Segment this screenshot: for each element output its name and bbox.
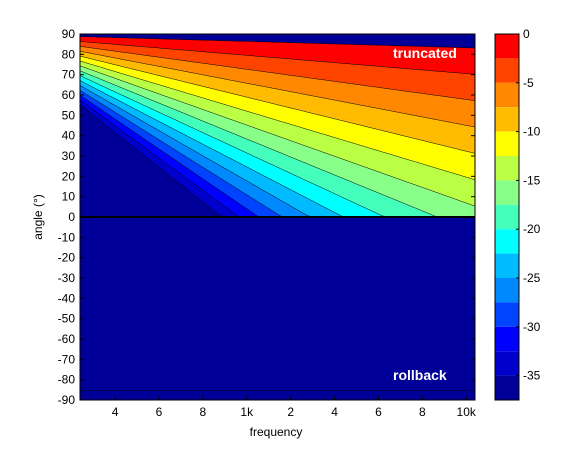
y-tick-label: 30 [62, 149, 76, 163]
colorbar-tick-label: -35 [523, 369, 541, 383]
x-axis: 4 6 8 1k 2 4 6 8 10k [112, 396, 477, 419]
colorbar-block [495, 58, 519, 83]
x-tick-label: 6 [156, 405, 163, 419]
colorbar-block [495, 131, 519, 156]
y-tick-label: -60 [58, 332, 76, 346]
colorbar-ticks: 0 -5 -10 -15 -20 -25 -30 -35 [516, 27, 541, 383]
contour-bands [80, 36, 475, 392]
x-tick-label: 1k [240, 405, 254, 419]
x-axis-label: frequency [250, 425, 303, 439]
y-tick-label: -40 [58, 291, 76, 305]
y-tick-label: 40 [62, 129, 76, 143]
colorbar-tick-label: -25 [523, 271, 541, 285]
y-tick-label: -70 [58, 352, 76, 366]
y-tick-label: 90 [62, 27, 76, 41]
colorbar-block [495, 34, 519, 59]
colorbar-block [495, 82, 519, 108]
colorbar-block [495, 351, 519, 376]
contour-band-bottom [80, 216, 475, 392]
colorbar-tick-label: -15 [523, 173, 541, 187]
x-tick-label: 2 [287, 405, 294, 419]
y-axis-label: angle (°) [31, 194, 45, 240]
x-tick-label: 10k [457, 405, 477, 419]
y-axis: 90 80 70 60 50 40 30 20 10 0 -10 -20 -30 -40 -50 -60 -70… [58, 27, 475, 407]
colorbar-block [495, 107, 519, 132]
y-tick-label: 10 [62, 190, 76, 204]
colorbar-block [495, 302, 519, 327]
y-tick-label: -80 [58, 373, 76, 387]
x-tick-label: 6 [375, 405, 382, 419]
x-tick-label: 4 [112, 405, 119, 419]
colorbar-tick-label: -5 [523, 76, 534, 90]
panel-label-bottom: rollback [393, 367, 447, 383]
colorbar-frame [494, 33, 520, 401]
colorbar-block [495, 326, 519, 352]
y-tick-label: -90 [58, 393, 76, 407]
y-tick-label: 20 [62, 169, 76, 183]
y-tick-label: 0 [68, 210, 75, 224]
colorbar-block [495, 375, 519, 400]
y-tick-label: 60 [62, 88, 76, 102]
colorbar-block [495, 253, 519, 278]
y-tick-label: -50 [58, 312, 76, 326]
panel-label-top: truncated [393, 45, 457, 61]
colorbar-tick-label: -20 [523, 222, 541, 236]
y-tick-label: 70 [62, 68, 76, 82]
x-tick-label: 4 [331, 405, 338, 419]
y-tick-label: 50 [62, 108, 76, 122]
y-tick-label: 80 [62, 47, 76, 61]
colorbar-tick-label: 0 [523, 27, 530, 41]
colorbar-block [495, 229, 519, 254]
colorbar-tick-label: -30 [523, 320, 541, 334]
colorbar-blocks [495, 34, 519, 400]
y-tick-label: -30 [58, 271, 76, 285]
x-tick-label: 8 [419, 405, 426, 419]
x-tick-label: 8 [200, 405, 207, 419]
colorbar-block [495, 156, 519, 181]
y-tick-label: -10 [58, 230, 76, 244]
y-tick-label: -20 [58, 251, 76, 265]
plot-area: truncated rollback [79, 33, 476, 401]
colorbar-block [495, 180, 519, 205]
colorbar-block [495, 278, 519, 303]
colorbar-block [495, 204, 519, 230]
colorbar: 0 -5 -10 -15 -20 -25 -30 -35 [494, 27, 541, 401]
colorbar-tick-label: -10 [523, 125, 541, 139]
